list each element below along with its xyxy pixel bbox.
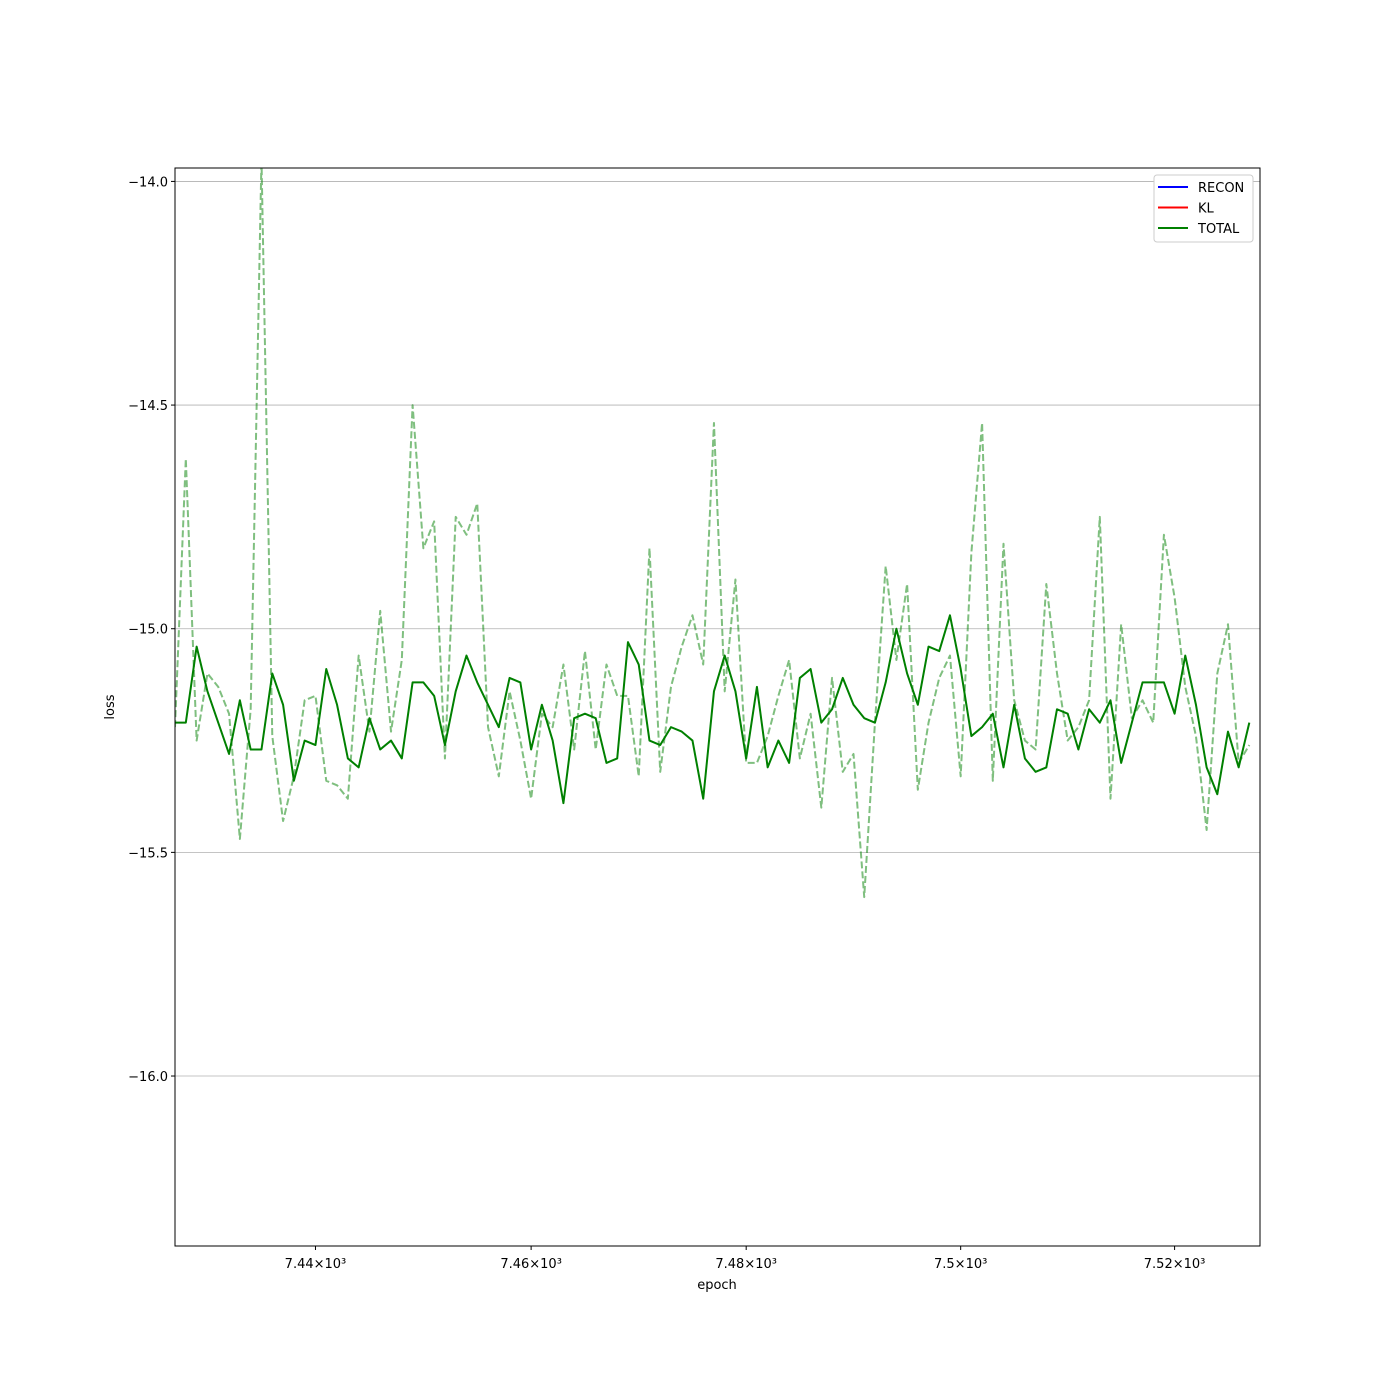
series-line-total-raw bbox=[175, 168, 1251, 899]
y-tick-label: −14.0 bbox=[128, 175, 168, 190]
grid-lines bbox=[175, 181, 1260, 1077]
y-tick-label: −16.0 bbox=[128, 1070, 168, 1085]
y-tick-label: −15.0 bbox=[128, 623, 168, 638]
legend-label: KL bbox=[1198, 202, 1215, 217]
legend-label: RECON bbox=[1198, 181, 1244, 196]
series-layer bbox=[175, 168, 1251, 899]
plot-area bbox=[175, 168, 1260, 1246]
series-line-total bbox=[175, 614, 1251, 805]
y-axis-title: loss bbox=[103, 694, 118, 719]
x-axis: 7.44×10³ 7.46×10³ 7.48×10³ 7.5×10³ 7.52×10³ bbox=[285, 1246, 1206, 1272]
x-tick-label: 7.44×10³ bbox=[285, 1257, 347, 1272]
y-tick-label: −15.5 bbox=[128, 846, 168, 861]
x-tick-label: 7.52×10³ bbox=[1144, 1257, 1206, 1272]
legend-label: TOTAL bbox=[1197, 222, 1240, 237]
x-axis-title: epoch bbox=[697, 1278, 737, 1293]
x-tick-label: 7.5×10³ bbox=[934, 1257, 987, 1272]
legend: RECON KL TOTAL bbox=[1153, 174, 1254, 243]
x-tick-label: 7.46×10³ bbox=[500, 1257, 562, 1272]
y-axis: −14.0 −14.5 −15.0 −15.5 −16.0 bbox=[128, 175, 175, 1085]
x-tick-label: 7.48×10³ bbox=[715, 1257, 777, 1272]
plot-frame bbox=[174, 167, 1261, 1247]
y-tick-label: −14.5 bbox=[128, 399, 168, 414]
legend-box bbox=[1153, 174, 1254, 243]
